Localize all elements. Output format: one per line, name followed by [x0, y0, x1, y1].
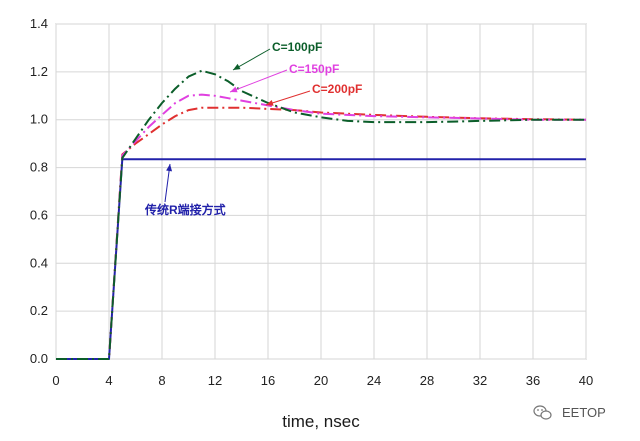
annotation-arrowhead [230, 86, 238, 93]
series-line-2 [56, 93, 586, 360]
y-tick-label: 0.8 [30, 160, 48, 175]
watermark: EETOP [533, 405, 606, 420]
annotation-label: 传统R端接方式 [144, 202, 226, 217]
annotation-label: C=200pF [312, 82, 362, 96]
y-tick-label: 1.0 [30, 112, 48, 127]
series-line-1 [56, 69, 586, 360]
y-tick-label: 0.6 [30, 207, 48, 222]
wechat-icon [533, 405, 552, 420]
annotation-arrowhead [233, 63, 241, 70]
series-line-3 [56, 106, 587, 360]
x-tick-label: 24 [367, 373, 381, 388]
x-tick-label: 4 [105, 373, 112, 388]
y-tick-label: 0.0 [30, 351, 48, 366]
y-tick-label: 0.2 [30, 303, 48, 318]
x-tick-label: 32 [473, 373, 487, 388]
annotation-arrow [232, 48, 271, 71]
annotations: C=100pF C=150pF C=200pF 传统R端接方式 [144, 40, 362, 217]
x-tick-label: 12 [208, 373, 222, 388]
annotation-arrowhead [266, 100, 274, 106]
x-tick-label: 0 [52, 373, 59, 388]
x-tick-label: 28 [420, 373, 434, 388]
y-tick-labels: 0.0 0.2 0.4 0.6 0.8 1.0 1.2 1.4 [30, 16, 48, 366]
y-tick-label: 1.4 [30, 16, 48, 31]
x-tick-label: 20 [314, 373, 328, 388]
x-tick-label: 40 [579, 373, 593, 388]
y-tick-label: 0.4 [30, 255, 48, 270]
x-axis-label: time, nsec [282, 412, 360, 431]
x-tick-labels: 0 4 8 12 16 20 24 28 32 36 40 [52, 373, 593, 388]
annotation-arrow [229, 69, 288, 93]
x-tick-label: 36 [526, 373, 540, 388]
x-tick-label: 8 [158, 373, 165, 388]
series-lines [56, 69, 587, 360]
x-tick-label: 16 [261, 373, 275, 388]
annotation-arrow [265, 90, 311, 106]
watermark-text: EETOP [562, 405, 606, 420]
annotation-label: C=100pF [272, 40, 322, 54]
annotation-arrowhead [166, 164, 173, 172]
annotation-label: C=150pF [289, 62, 339, 76]
y-tick-label: 1.2 [30, 64, 48, 79]
